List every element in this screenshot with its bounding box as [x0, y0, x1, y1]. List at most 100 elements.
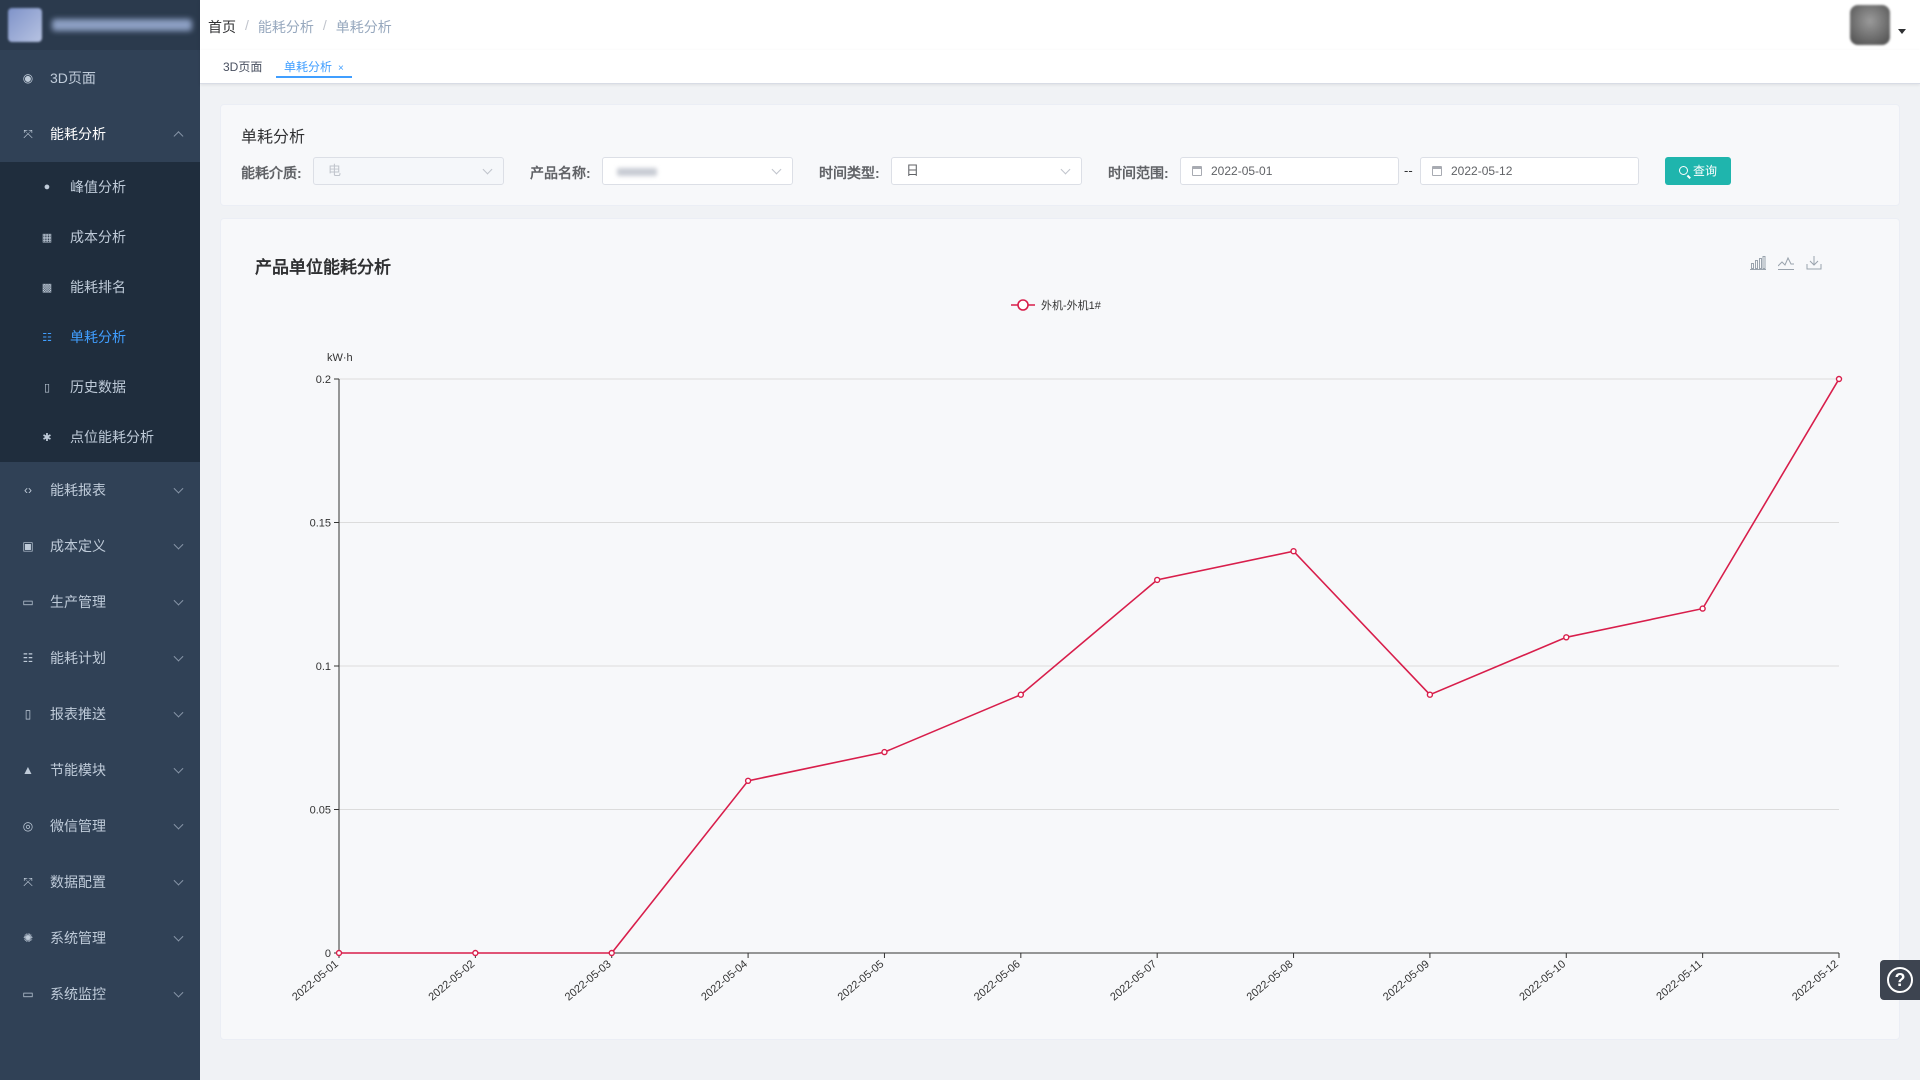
- sidebar-menu: ◉ 3D页面 ⤧ 能耗分析 ● 峰值分析 ▦ 成本分析 ▩ 能耗排名 ☷ 单耗分析 ▯ 历史数据 ✱ 点位能耗…: [0, 50, 200, 1022]
- legend-label: 外机-外机1#: [1041, 298, 1102, 312]
- sidebar-item[interactable]: ◎ 微信管理: [0, 798, 200, 854]
- x-tick-label: 2022-05-10: [1517, 958, 1568, 1003]
- chevron-down-icon: [173, 707, 184, 718]
- sidebar-item[interactable]: ▭ 生产管理: [0, 574, 200, 630]
- sidebar-item[interactable]: ☷ 能耗计划: [0, 630, 200, 686]
- y-tick-label: 0.2: [316, 374, 331, 386]
- sidebar-item-label: 报表推送: [50, 706, 106, 722]
- calendar-icon: [1432, 166, 1442, 176]
- end-date-input[interactable]: 2022-05-12: [1420, 157, 1639, 185]
- sidebar-subitem[interactable]: ☷ 单耗分析: [0, 312, 200, 362]
- sidebar-item[interactable]: ▯ 报表推送: [0, 686, 200, 742]
- card-title: 单耗分析: [241, 129, 306, 146]
- x-tick-label: 2022-05-04: [699, 958, 750, 1003]
- query-button[interactable]: 查询: [1665, 157, 1732, 185]
- query-button-label: 查询: [1693, 164, 1718, 178]
- wechat-icon: ◎: [22, 819, 34, 833]
- calendar-icon: [1192, 166, 1202, 176]
- close-icon[interactable]: ×: [338, 63, 344, 74]
- data-point: [1017, 691, 1025, 698]
- tree-table-icon: ☷: [22, 651, 34, 665]
- sidebar-item-label: 微信管理: [50, 818, 106, 834]
- user-menu[interactable]: [1850, 5, 1906, 45]
- product-label: 产品名称:: [530, 165, 591, 181]
- legend-marker: [1017, 299, 1029, 311]
- chevron-down-icon: [1060, 164, 1071, 175]
- logo[interactable]: [0, 0, 200, 50]
- data-point: [1290, 548, 1297, 555]
- x-tick-label: 2022-05-06: [972, 958, 1023, 1003]
- chevron-down-icon: [173, 651, 184, 662]
- line-chart-icon[interactable]: [1777, 256, 1795, 272]
- x-tick-label: 2022-05-08: [1245, 958, 1296, 1003]
- lock-icon: ▲: [22, 763, 34, 777]
- navbar: 首页 / 能耗分析 / 单耗分析: [200, 0, 1920, 50]
- x-tick-label: 2022-05-12: [1790, 958, 1841, 1003]
- sidebar-item[interactable]: ▲ 节能模块: [0, 742, 200, 798]
- sidebar-subitem-label: 单耗分析: [70, 329, 126, 345]
- documentation-icon: ▯: [43, 381, 51, 394]
- sidebar-item[interactable]: ✺ 系统管理: [0, 910, 200, 966]
- chevron-down-icon: [173, 763, 184, 774]
- chevron-down-icon: [771, 164, 782, 175]
- sidebar: ◉ 3D页面 ⤧ 能耗分析 ● 峰值分析 ▦ 成本分析 ▩ 能耗排名 ☷ 单耗分析 ▯ 历史数据 ✱ 点位能耗…: [0, 0, 200, 1080]
- fullscreen-icon: ⤧: [23, 126, 33, 141]
- y-tick-label: 0.15: [310, 518, 331, 530]
- medium-select[interactable]: 电: [313, 157, 504, 185]
- bar-chart-icon[interactable]: [1749, 256, 1767, 272]
- data-point: [1426, 691, 1434, 698]
- sidebar-item[interactable]: ⤧ 能耗分析: [0, 106, 200, 162]
- start-date-value: 2022-05-01: [1211, 164, 1273, 178]
- x-tick-label: 2022-05-11: [1654, 958, 1704, 1003]
- avatar[interactable]: [1850, 5, 1890, 45]
- tree-table-icon: ☷: [42, 331, 52, 344]
- tag-3d-page[interactable]: 3D页面: [215, 56, 270, 78]
- chevron-down-icon: [482, 164, 493, 175]
- sidebar-subitem[interactable]: ▦ 成本分析: [0, 212, 200, 262]
- monitor-icon: ▭: [22, 595, 34, 609]
- chevron-down-icon: [173, 819, 184, 830]
- logo-text: [52, 19, 192, 31]
- y-tick-label: 0.1: [316, 661, 331, 673]
- time-type-select[interactable]: 日: [891, 157, 1082, 185]
- sidebar-item[interactable]: ‹› 能耗报表: [0, 462, 200, 518]
- line-chart: 0 0.05 0.1 0.15 0.2 kW·h 2022-05-01 2022-05-02 2…: [290, 298, 1843, 1003]
- help-button[interactable]: ?: [1880, 960, 1920, 1000]
- sidebar-item[interactable]: ◉ 3D页面: [0, 50, 200, 106]
- breadcrumb: 首页 / 能耗分析 / 单耗分析: [208, 17, 392, 37]
- breadcrumb-home[interactable]: 首页: [208, 19, 236, 35]
- data-point: [1563, 634, 1570, 641]
- start-date-input[interactable]: 2022-05-01: [1180, 157, 1399, 185]
- data-point: [1153, 576, 1161, 584]
- range-label: 时间范围:: [1108, 165, 1169, 181]
- fullscreen-icon: ⤧: [23, 874, 33, 889]
- chevron-down-icon: [173, 931, 184, 942]
- sidebar-item-label: 数据配置: [50, 874, 106, 890]
- sidebar-item[interactable]: ⤧ 数据配置: [0, 854, 200, 910]
- tag-unit-consumption[interactable]: 单耗分析 ×: [276, 56, 352, 78]
- sidebar-item-label: 成本定义: [50, 538, 106, 554]
- x-tick-label: 2022-05-07: [1108, 958, 1159, 1003]
- gear-icon: ✺: [22, 931, 34, 945]
- code-icon: ‹›: [24, 483, 32, 497]
- sidebar-item[interactable]: ▣ 成本定义: [0, 518, 200, 574]
- sidebar-item[interactable]: ▭ 系统监控: [0, 966, 200, 1022]
- x-tick-label: 2022-05-03: [563, 958, 614, 1003]
- product-value-blurred: [617, 167, 657, 176]
- product-select[interactable]: [602, 157, 793, 185]
- filter-card: 单耗分析 能耗介质: 电 产品名称: 时间类型: 日 时间范围: 2022-05…: [220, 104, 1900, 206]
- submenu: ● 峰值分析 ▦ 成本分析 ▩ 能耗排名 ☷ 单耗分析 ▯ 历史数据 ✱ 点位能耗分析: [0, 162, 200, 462]
- sidebar-item-label: 能耗报表: [50, 482, 106, 498]
- download-icon[interactable]: [1805, 256, 1823, 272]
- medium-label: 能耗介质:: [241, 165, 302, 181]
- sidebar-subitem[interactable]: ▯ 历史数据: [0, 362, 200, 412]
- sidebar-subitem-label: 点位能耗分析: [70, 429, 154, 445]
- caret-down-icon[interactable]: [1898, 28, 1906, 34]
- end-date-value: 2022-05-12: [1451, 164, 1513, 178]
- chevron-down-icon: [173, 987, 184, 998]
- tags-view: 3D页面 单耗分析 ×: [200, 50, 1920, 84]
- sidebar-subitem[interactable]: ▩ 能耗排名: [0, 262, 200, 312]
- sidebar-subitem[interactable]: ● 峰值分析: [0, 162, 200, 212]
- sidebar-subitem[interactable]: ✱ 点位能耗分析: [0, 412, 200, 462]
- chevron-down-icon: [173, 483, 184, 494]
